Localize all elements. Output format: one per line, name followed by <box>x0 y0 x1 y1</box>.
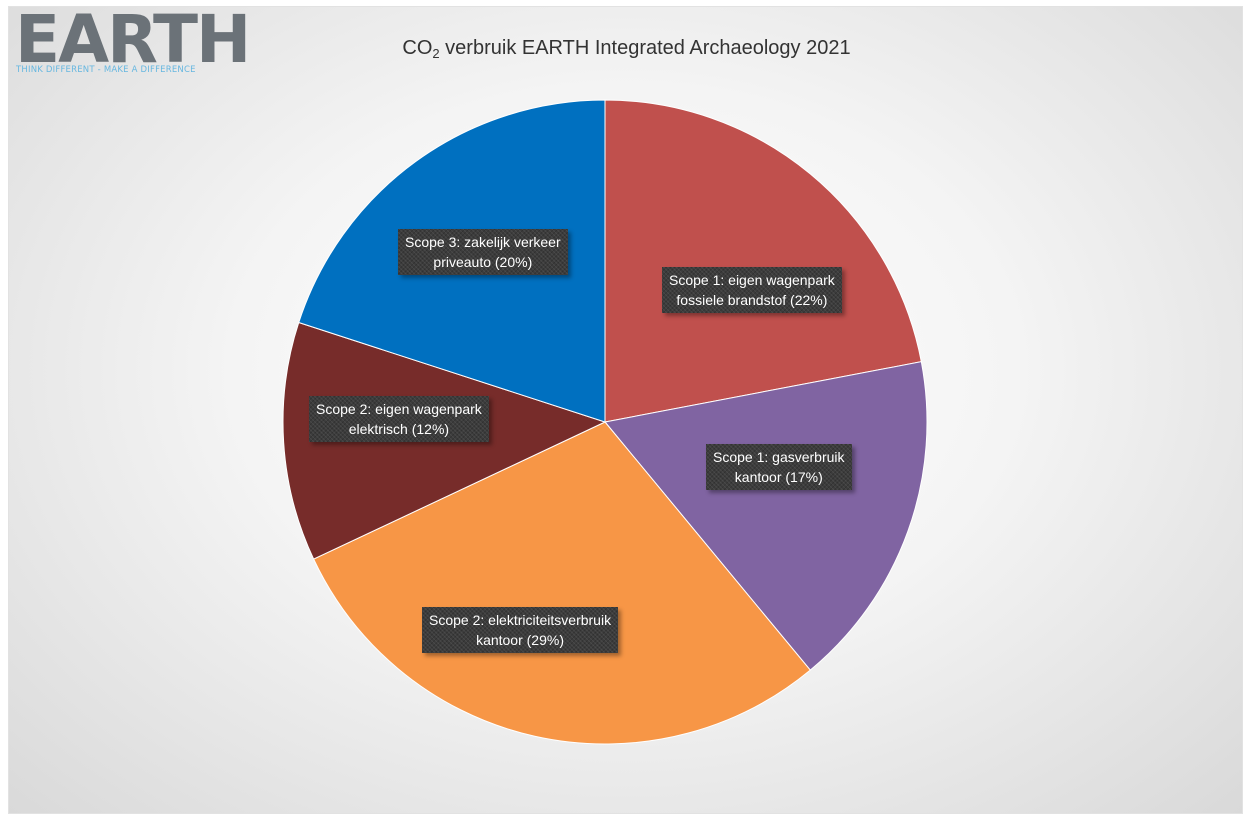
title-subscript: 2 <box>432 46 440 61</box>
earth-logo: EARTH THINK DIFFERENT - MAKE A DIFFERENC… <box>13 7 251 83</box>
chart-title: CO2 verbruik EARTH Integrated Archaeolog… <box>9 37 1242 61</box>
slice-label-line: fossiele brandstof (22%) <box>676 292 828 308</box>
slice-label-line: Scope 1: eigen wagenpark <box>669 272 835 288</box>
slice-data-label: Scope 2: eigen wagenpark elektrisch (12%) <box>309 396 489 442</box>
slice-data-label: Scope 1: eigen wagenpark fossiele brandst… <box>662 267 842 313</box>
slice-label-line: Scope 2: elektriciteitsverbruik <box>429 612 612 628</box>
title-prefix: CO <box>402 37 433 59</box>
slice-label-line: kantoor (17%) <box>734 469 823 485</box>
logo-tagline: THINK DIFFERENT - MAKE A DIFFERENCE <box>16 65 196 75</box>
slice-data-label: Scope 1: gasverbruik kantoor (17%) <box>706 444 852 490</box>
slice-label-line: kantoor (29%) <box>476 632 564 648</box>
slice-label-line: Scope 2: eigen wagenpark <box>316 401 482 417</box>
pie-chart <box>282 99 928 745</box>
slice-data-label: Scope 2: elektriciteitsverbruik kantoor (… <box>422 607 618 653</box>
title-suffix: verbruik EARTH Integrated Archaeology 20… <box>439 37 851 59</box>
slice-label-line: Scope 3: zakelijk verkeer <box>405 234 561 250</box>
pie-slice <box>282 321 607 560</box>
chart-area: EARTH THINK DIFFERENT - MAKE A DIFFERENC… <box>8 6 1243 814</box>
pie-slice <box>312 421 811 745</box>
pie-slice <box>604 99 922 423</box>
slice-label-line: priveauto (20%) <box>433 254 533 270</box>
slice-label-line: Scope 1: gasverbruik <box>713 449 845 465</box>
pie-slice <box>604 361 928 671</box>
logo-wordmark: EARTH <box>15 6 251 78</box>
slice-label-line: elektrisch (12%) <box>348 421 450 437</box>
slice-data-label: Scope 3: zakelijk verkeer priveauto (20%) <box>398 229 568 275</box>
